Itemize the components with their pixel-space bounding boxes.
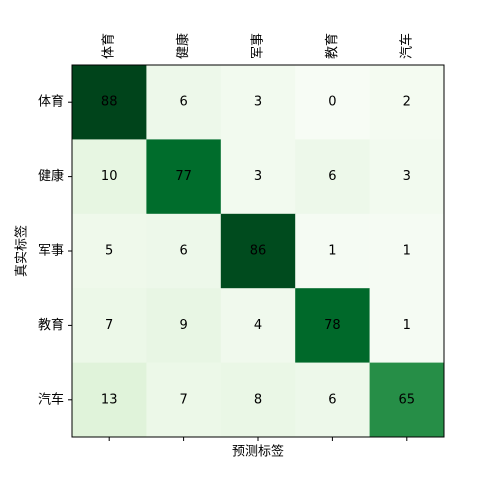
- cell-label: 0: [328, 95, 336, 110]
- cell-label: 1: [403, 318, 411, 333]
- heatmap-cell: [295, 139, 370, 215]
- cell-label: 6: [179, 95, 187, 110]
- heatmap-cell: [72, 139, 147, 215]
- heatmap-cell: [295, 362, 370, 438]
- heatmap-cell: [72, 362, 147, 438]
- heatmap-cell: [72, 65, 147, 140]
- y-tick-label: 体育: [38, 94, 64, 110]
- cell-label: 1: [403, 244, 411, 259]
- cell-label: 5: [105, 244, 113, 259]
- heatmap-cell: [369, 362, 445, 438]
- heatmap-cell: [369, 139, 445, 215]
- cell-label: 3: [254, 95, 262, 110]
- y-tick-label: 军事: [38, 244, 64, 259]
- y-axis-label: 真实标签: [14, 225, 30, 277]
- cell-label: 88: [101, 95, 118, 110]
- cell-label: 3: [403, 169, 411, 184]
- heatmap-cell: [146, 139, 222, 215]
- cell-label: 10: [101, 169, 118, 184]
- heatmap-cell: [72, 288, 147, 363]
- heatmap-cell: [146, 362, 222, 438]
- y-tick-label: 健康: [38, 168, 64, 184]
- heatmap-cell: [220, 139, 296, 215]
- cell-label: 7: [105, 318, 113, 333]
- heatmap-cell: [369, 288, 445, 363]
- cell-label: 86: [250, 244, 267, 259]
- heatmap-cell: [146, 65, 222, 140]
- cell-label: 4: [254, 318, 262, 333]
- x-tick-label: 汽车: [398, 33, 414, 59]
- heatmap-cell: [369, 65, 445, 140]
- cell-label: 9: [179, 318, 187, 333]
- heatmap-cell: [295, 288, 370, 363]
- heatmap-cell: [295, 65, 370, 140]
- heatmap-cell: [220, 213, 296, 289]
- heatmap-cell: [220, 65, 296, 140]
- x-tick-label: 教育: [324, 33, 340, 59]
- cell-label: 2: [403, 95, 411, 110]
- cell-label: 6: [328, 392, 336, 407]
- cell-label: 77: [175, 169, 192, 184]
- heatmap-cell: [72, 213, 147, 289]
- heatmap-cell: [146, 213, 222, 289]
- heatmap-cell: [295, 213, 370, 289]
- heatmap-cell: [369, 213, 445, 289]
- cell-label: 13: [101, 392, 118, 407]
- cell-label: 6: [328, 169, 336, 184]
- y-tick-label: 教育: [38, 317, 64, 333]
- x-tick-label: 体育: [101, 33, 117, 59]
- x-tick-label: 健康: [175, 33, 191, 59]
- cell-label: 7: [179, 392, 187, 407]
- cell-label: 8: [254, 392, 262, 407]
- y-tick-label: 汽车: [38, 391, 64, 407]
- cell-label: 1: [328, 244, 336, 259]
- x-axis-label: 预测标签: [232, 444, 284, 460]
- x-tick-label: 军事: [251, 33, 266, 59]
- heatmap-cell: [220, 288, 296, 363]
- heatmap-cell: [220, 362, 296, 438]
- cell-label: 3: [254, 169, 262, 184]
- heatmap-cell: [146, 288, 222, 363]
- cell-label: 65: [399, 392, 416, 407]
- cell-label: 78: [324, 318, 341, 333]
- cell-label: 6: [179, 244, 187, 259]
